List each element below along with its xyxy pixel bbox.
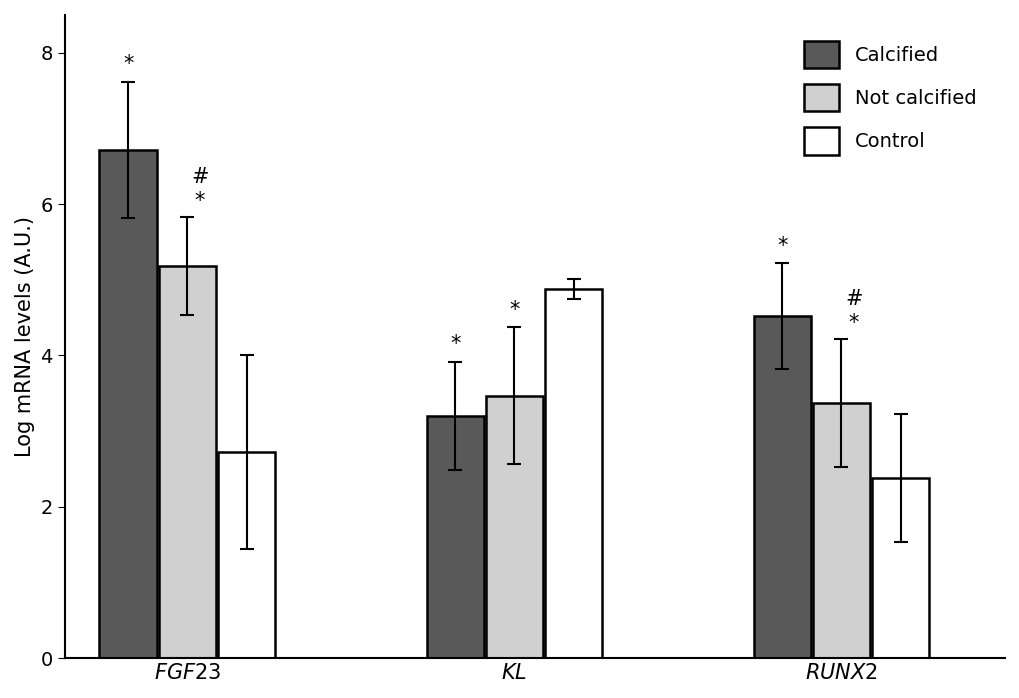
Legend: Calcified, Not calcified, Control: Calcified, Not calcified, Control bbox=[794, 31, 985, 164]
Bar bbox=[485, 396, 542, 658]
Bar bbox=[426, 416, 483, 658]
Bar bbox=[812, 403, 869, 658]
Text: *: * bbox=[195, 191, 205, 211]
Bar bbox=[544, 289, 602, 658]
Text: *: * bbox=[123, 54, 133, 74]
Bar bbox=[100, 149, 157, 658]
Text: *: * bbox=[449, 334, 460, 354]
Text: *: * bbox=[848, 313, 858, 333]
Bar bbox=[753, 316, 810, 658]
Y-axis label: Log mRNA levels (A.U.): Log mRNA levels (A.U.) bbox=[15, 216, 35, 457]
Bar bbox=[871, 478, 928, 658]
Text: *: * bbox=[776, 236, 787, 255]
Bar bbox=[218, 452, 275, 658]
Text: #: # bbox=[844, 288, 862, 309]
Bar bbox=[159, 266, 216, 658]
Text: #: # bbox=[191, 167, 208, 187]
Text: *: * bbox=[508, 300, 519, 320]
